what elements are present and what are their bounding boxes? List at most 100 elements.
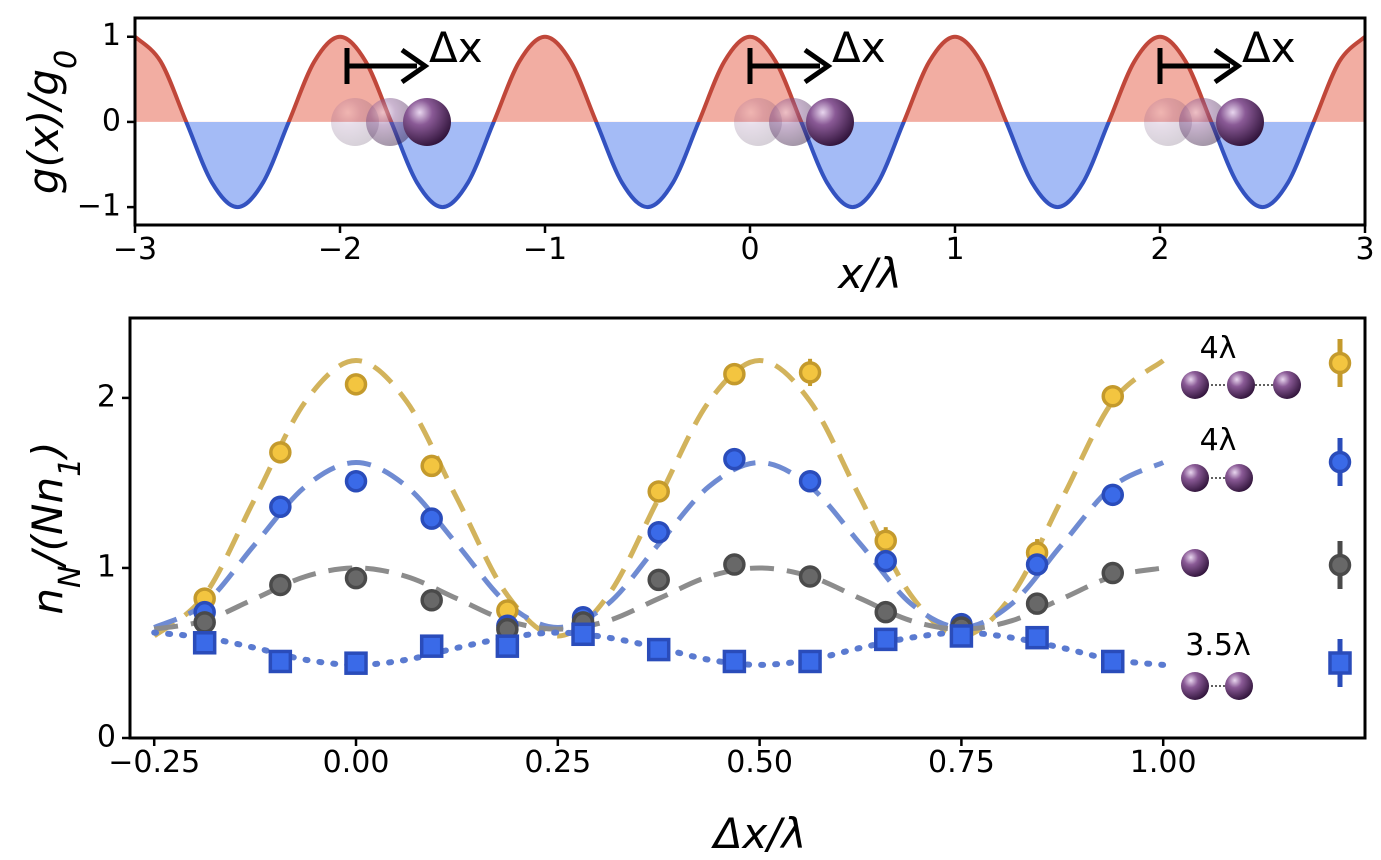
marker [420, 589, 443, 612]
atom-ghost [331, 98, 379, 146]
x-tick-label: 0 [740, 232, 759, 267]
arrow-head [400, 47, 430, 85]
axis-label: nN/(Nn1) [23, 441, 88, 614]
legend-atom [1227, 371, 1255, 399]
marker [1025, 592, 1049, 615]
legend-marker [1328, 450, 1352, 474]
axis-label-part: /(Nn [23, 477, 72, 570]
legend-atom [1225, 672, 1253, 700]
marker [949, 624, 974, 648]
legend-label: 4λ [1200, 423, 1237, 458]
marker [798, 565, 822, 588]
marker [874, 600, 897, 624]
marker [723, 553, 746, 576]
legend-atom [1181, 464, 1209, 492]
marker [798, 361, 822, 384]
fit-curve [151, 629, 1167, 668]
atom [806, 98, 854, 146]
axis-label: g(x)/g0 [19, 50, 84, 194]
annotation: Δx [832, 23, 886, 72]
arrow-head [1213, 47, 1243, 85]
x-tick-label: −1 [523, 232, 567, 267]
annotation: Δx [429, 23, 483, 72]
atom-ghost [366, 98, 414, 146]
atom-ghost [1179, 98, 1227, 146]
marker [1101, 483, 1125, 507]
x-tick-label: 0.75 [928, 745, 995, 780]
marker [723, 362, 746, 386]
axis-label-part: g(x)/g [19, 69, 68, 194]
x-tick-label: −0.25 [108, 745, 200, 780]
marker [420, 454, 443, 478]
x-tick-label: 0.50 [726, 745, 793, 780]
marker [722, 649, 747, 674]
axis-label-part: n [23, 588, 72, 615]
x-axis-label: x/λ [836, 249, 902, 298]
axis-label-subscript: 0 [49, 50, 84, 69]
x-tick-label: −2 [318, 232, 362, 267]
marker [495, 634, 520, 658]
marker [1101, 384, 1125, 408]
y-tick-label: 2 [97, 379, 116, 414]
marker [798, 649, 822, 674]
marker [269, 441, 292, 464]
marker [419, 634, 444, 658]
marker [571, 622, 595, 647]
arrow-head [803, 47, 833, 85]
marker [1101, 649, 1125, 674]
x-tick-label: 0.25 [524, 745, 591, 780]
y-tick-label: 1 [97, 549, 116, 584]
marker [647, 568, 670, 592]
atom [1216, 98, 1264, 146]
legend-marker [1328, 651, 1352, 675]
legend-marker [1328, 351, 1352, 375]
legend-marker [1328, 553, 1352, 577]
atom-ghost [1144, 98, 1192, 146]
x-tick-label: −3 [113, 232, 157, 267]
y-tick-label: 0 [102, 103, 121, 138]
curve-positive [135, 34, 1365, 122]
legend-label: 4λ [1200, 331, 1237, 366]
atom-ghost [734, 98, 782, 146]
fit-curve [153, 460, 1165, 630]
y-tick-label: 0 [97, 720, 116, 755]
marker [874, 549, 897, 573]
legend-atom [1181, 672, 1209, 700]
plot-area [151, 358, 1167, 675]
legend-atom [1181, 549, 1209, 577]
legend-atom [1273, 371, 1301, 399]
y-tick-label: −1 [77, 189, 121, 224]
area-negative [186, 122, 1314, 208]
axis-label-subscript: N [53, 565, 88, 587]
marker [268, 649, 293, 674]
x-tick-label: 3 [1355, 232, 1374, 267]
marker [647, 521, 670, 544]
marker [798, 469, 822, 493]
annotation: Δx [1242, 23, 1296, 72]
marker [420, 507, 443, 530]
marker [269, 573, 292, 597]
legend-atom [1181, 371, 1209, 399]
axis-label-subscript: 1 [53, 458, 88, 477]
marker [1025, 625, 1049, 650]
marker [723, 447, 746, 471]
marker [192, 631, 217, 655]
atom-ghost [769, 98, 817, 146]
marker [344, 651, 368, 675]
legend-label: 3.5λ [1185, 628, 1250, 663]
plot-frame [133, 16, 1367, 227]
x-tick-label: 0.00 [323, 745, 390, 780]
marker [647, 480, 670, 503]
marker [344, 373, 368, 396]
atom [403, 98, 451, 146]
marker [344, 566, 368, 590]
plot-frame [128, 316, 1367, 740]
marker [1101, 561, 1125, 585]
marker [193, 611, 216, 634]
fit-curve [153, 565, 1164, 632]
x-tick-label: 1 [945, 232, 964, 267]
x-tick-label: 2 [1150, 232, 1169, 267]
x-axis-label: Δx/λ [711, 809, 807, 858]
marker [269, 495, 292, 518]
